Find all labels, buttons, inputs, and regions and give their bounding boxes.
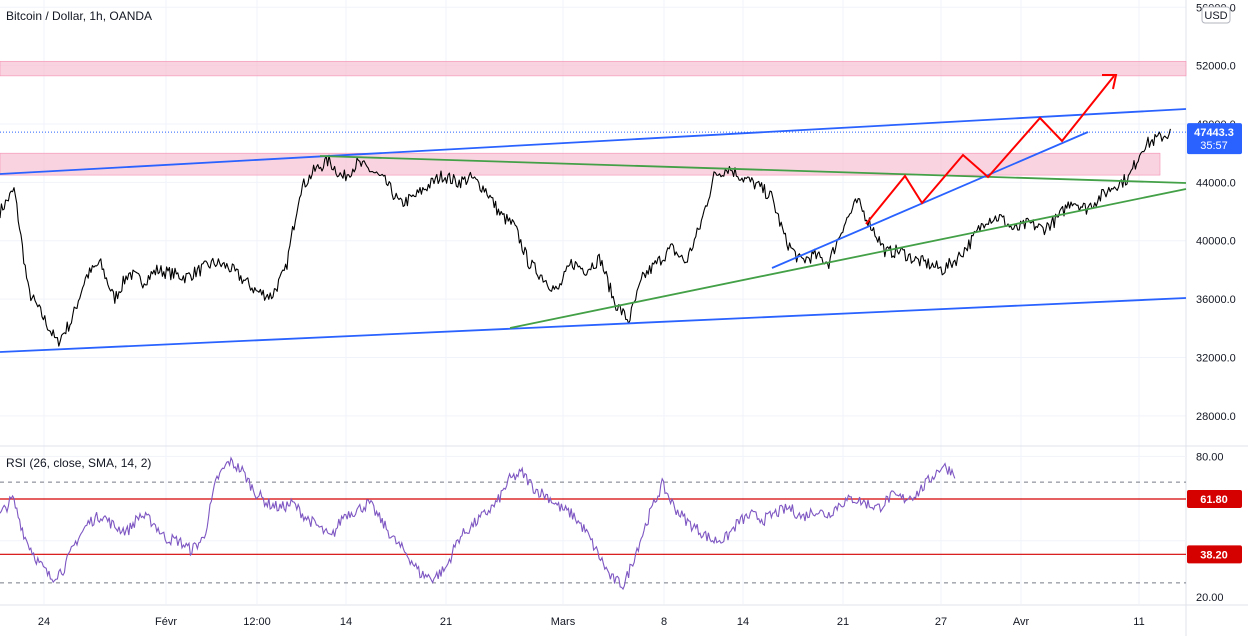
descending-resistance-line bbox=[319, 155, 1187, 184]
projection-arrowhead bbox=[1102, 74, 1118, 90]
time-tick-label: 21 bbox=[837, 616, 849, 628]
rsi-line bbox=[0, 456, 956, 591]
rsi-level-badge bbox=[1187, 545, 1242, 564]
time-tick-label: Mars bbox=[551, 616, 576, 628]
time-tick-label: 14 bbox=[737, 616, 749, 628]
rsi-level-label: 61.80 bbox=[1200, 494, 1228, 506]
time-tick-label: 14 bbox=[340, 616, 352, 628]
trendline-drawings bbox=[0, 74, 1187, 353]
price-tick-label: 32000.0 bbox=[1196, 352, 1236, 364]
time-tick-label: Févr bbox=[155, 616, 177, 628]
time-tick-label: 24 bbox=[38, 616, 50, 628]
time-tick-label: 11 bbox=[1133, 616, 1144, 628]
currency-badge bbox=[1201, 6, 1231, 24]
price-tick-label: 40000.0 bbox=[1196, 236, 1236, 248]
currency-label: USD bbox=[1204, 10, 1227, 22]
price-tick-label: 44000.0 bbox=[1196, 177, 1236, 189]
ascending-support-line bbox=[509, 188, 1187, 329]
rsi-tick-label: 20.00 bbox=[1196, 592, 1224, 604]
time-tick-label: Avr bbox=[1013, 616, 1030, 628]
projection-path bbox=[865, 75, 1115, 225]
rsi-tick-label: 80.00 bbox=[1196, 451, 1224, 463]
short-term-support-line bbox=[771, 131, 1089, 269]
resistance-zone bbox=[0, 60, 1187, 77]
price-tick-label: 28000.0 bbox=[1196, 411, 1236, 423]
current-price-badge bbox=[1187, 123, 1242, 155]
time-tick-label: 27 bbox=[935, 616, 947, 628]
lower-channel-line bbox=[0, 297, 1187, 353]
rsi-level-badge bbox=[1187, 490, 1242, 509]
time-tick-label: 12:00 bbox=[243, 616, 271, 628]
price-tick-label: 36000.0 bbox=[1196, 294, 1236, 306]
time-tick-label: 8 bbox=[661, 616, 667, 628]
axes: 56000.052000.048000.044000.040000.036000… bbox=[38, 2, 1242, 628]
rsi-level-label: 38.20 bbox=[1200, 549, 1228, 561]
current-price-value: 47443.3 bbox=[1194, 127, 1234, 139]
bar-countdown: 35:57 bbox=[1200, 140, 1228, 152]
time-tick-label: 21 bbox=[440, 616, 452, 628]
price-tick-label: 52000.0 bbox=[1196, 61, 1236, 73]
upper-channel-line bbox=[0, 108, 1187, 175]
symbol-title: Bitcoin / Dollar, 1h, OANDA bbox=[6, 9, 153, 23]
rsi-panel bbox=[0, 455, 1186, 591]
rsi-title: RSI (26, close, SMA, 14, 2) bbox=[6, 456, 152, 470]
